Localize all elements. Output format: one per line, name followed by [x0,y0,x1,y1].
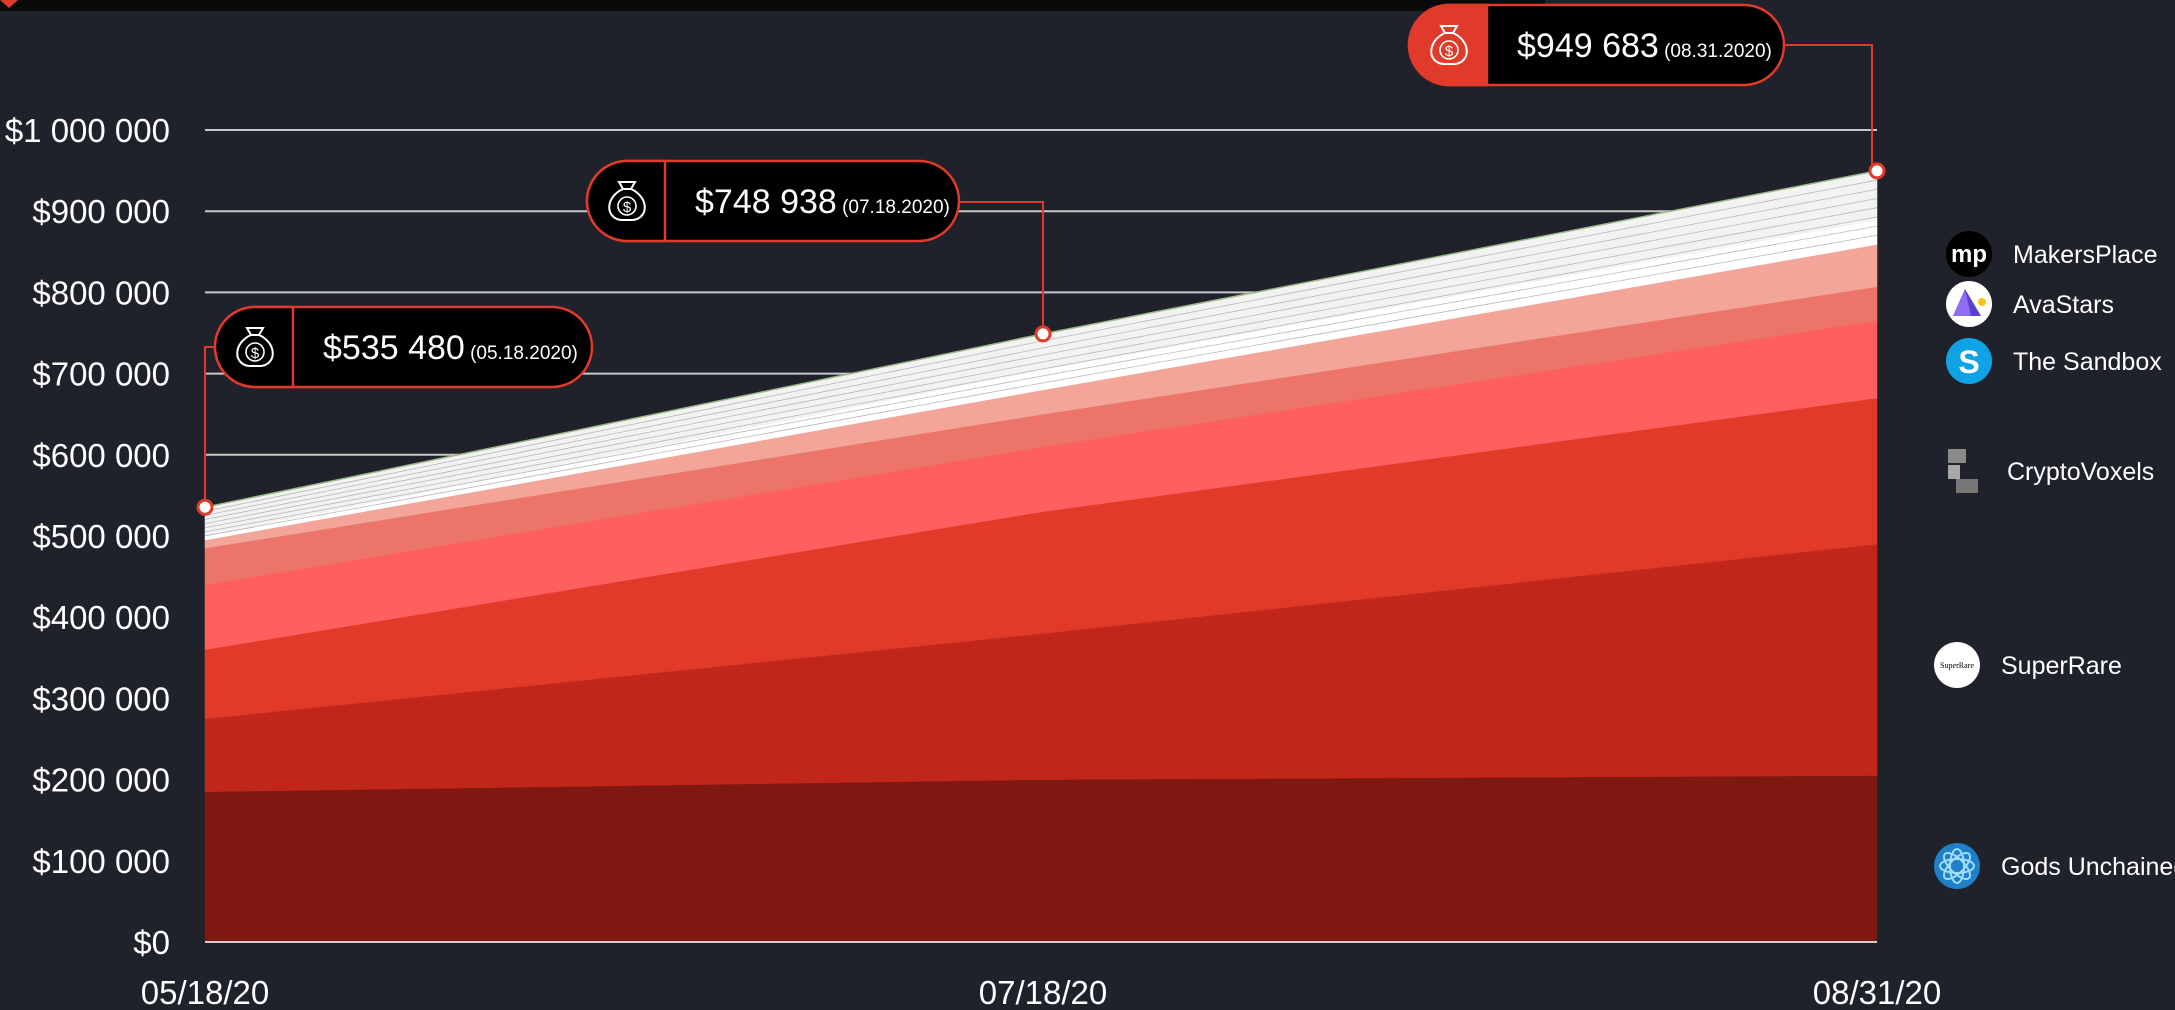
legend-item: S The Sandbox [1946,338,2162,384]
legend-label: Gods Unchained [2001,853,2175,881]
minor-series-line [204,225,1878,533]
callout-1: $ $535 480 (05.18.2020) [196,305,594,516]
y-tick-label: $600 000 [32,437,170,474]
legend-item: AvaStars [1946,281,2114,327]
makersplace-logo-icon: mp [1946,231,1992,277]
y-tick-label: $800 000 [32,274,170,311]
callout-icon-segment [1407,3,1489,87]
svg-text:S: S [1958,344,1979,380]
legend: mp MakersPlace AvaStars S The Sandbox CryptoV… [1934,231,2175,889]
y-tick-label: $500 000 [32,518,170,555]
callout-value: $535 480 [323,329,465,367]
gods-unchained-logo-icon [1934,843,1980,889]
callout-2: $ $748 938 (07.18.2020) [585,159,1052,343]
minor-series-line [204,207,1878,525]
callouts: $ $535 480 (05.18.2020) $ $748 938 (07.18.2… [196,3,1886,516]
top-bar [0,0,1545,11]
callout-leader-line [1784,44,1873,171]
svg-text:$: $ [251,345,260,362]
y-tick-label: $400 000 [32,599,170,636]
legend-label: SuperRare [2001,652,2122,680]
svg-text:$: $ [1445,43,1454,60]
y-tick-label: $300 000 [32,680,170,717]
y-tick-label: $900 000 [32,193,170,230]
x-tick-label: 07/18/20 [979,974,1107,1010]
legend-label: AvaStars [2013,291,2114,319]
x-tick-label: 08/31/20 [1813,974,1941,1010]
data-point-marker [196,498,214,516]
avastars-logo-icon [1946,281,1992,327]
area-series-1 [204,775,1878,943]
svg-text:$: $ [623,199,632,216]
callout-date: (07.18.2020) [842,197,950,218]
legend-label: The Sandbox [2013,348,2162,376]
legend-item: CryptoVoxels [1948,449,2154,493]
callout-icon-segment [213,305,295,389]
callout-icon-segment [585,159,667,243]
minor-series-line [204,234,1878,537]
callout-label: $748 938 (07.18.2020) [695,183,950,221]
superrare-logo-icon: SuperRare [1934,642,1980,688]
minor-series-line [204,198,1878,520]
legend-item: mp MakersPlace [1946,231,2158,277]
callout-value: $748 938 [695,183,837,221]
sandbox-logo-icon: S [1946,338,1992,384]
callout-leader-line [959,201,1044,334]
area-series [204,170,1878,943]
svg-text:mp: mp [1951,241,1987,268]
y-tick-label: $1 000 000 [5,112,170,149]
y-tick-labels: $0 $100 000 $200 000 $300 000 $400 000 $500 0… [5,112,170,961]
callout-label: $949 683 (08.31.2020) [1517,27,1772,65]
callout-label: $535 480 (05.18.2020) [323,329,578,367]
legend-item: SuperRare SuperRare [1934,642,2122,688]
callout-value: $949 683 [1517,27,1659,65]
cryptovoxels-logo-icon [1948,449,1978,493]
callout-date: (08.31.2020) [1664,41,1772,62]
y-tick-label: $200 000 [32,762,170,799]
minor-series-line [204,216,1878,529]
y-tick-label: $700 000 [32,356,170,393]
data-point-marker [1868,162,1886,180]
legend-label: MakersPlace [2013,241,2158,269]
callout-leader-line [204,346,215,508]
money-bag-icon: $ [236,327,274,367]
legend-label: CryptoVoxels [2007,458,2154,486]
money-bag-icon: $ [608,181,646,221]
y-tick-label: $100 000 [32,843,170,880]
x-tick-labels: 05/18/20 07/18/20 08/31/20 [141,974,1941,1010]
x-tick-label: 05/18/20 [141,974,269,1010]
legend-item: Gods Unchained [1934,843,2175,889]
minor-series-line [204,188,1878,516]
y-tick-label: $0 [133,924,170,961]
svg-text:SuperRare: SuperRare [1940,661,1974,670]
callout-date: (05.18.2020) [470,343,578,364]
data-point-marker [1034,325,1052,343]
money-bag-icon: $ [1430,25,1468,65]
top-bar-accent [0,0,18,8]
callout-3: $ $949 683 (08.31.2020) [1407,3,1886,180]
